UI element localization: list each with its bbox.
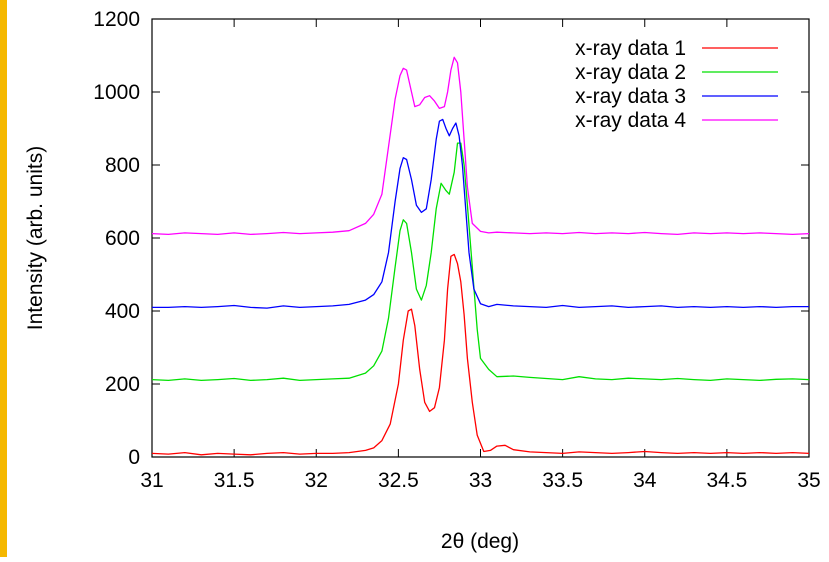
y-tick-label: 200 [105, 373, 140, 396]
x-tick-label: 31 [140, 469, 163, 492]
x-tick-label: 35 [797, 469, 820, 492]
x-axis-label: 2θ (deg) [441, 530, 519, 553]
left-accent-strip [0, 0, 7, 557]
legend-label: x-ray data 3 [575, 85, 686, 108]
x-tick-label: 34 [633, 469, 657, 492]
y-tick-label: 1200 [93, 8, 140, 31]
series-line-3 [152, 118, 809, 309]
y-tick-label: 800 [105, 154, 140, 177]
series-layer [151, 56, 810, 456]
series-line-1 [151, 253, 810, 456]
y-tick-label: 0 [128, 446, 140, 469]
x-tick-label: 34.5 [706, 469, 747, 492]
y-tick-label: 600 [105, 227, 140, 250]
legend-label: x-ray data 2 [575, 61, 686, 84]
x-tick-label: 33.5 [542, 469, 583, 492]
x-tick-label: 33 [469, 469, 492, 492]
legend-label: x-ray data 4 [575, 109, 686, 132]
x-tick-label: 32 [305, 469, 328, 492]
legend-label: x-ray data 1 [575, 37, 686, 60]
x-tick-label: 32.5 [378, 469, 419, 492]
axis-ticks: 31 31.5 32 32.5 33 33.5 34 34.5 35 0 200 400 600 800 1… [93, 8, 820, 492]
y-tick-label: 400 [105, 300, 140, 323]
y-axis-label: Intensity (arb. units) [24, 146, 47, 330]
legend: x-ray data 1x-ray data 2x-ray data 3x-ra… [575, 37, 778, 132]
series-line-2 [151, 142, 810, 382]
y-tick-label: 1000 [93, 81, 140, 104]
x-tick-label: 31.5 [214, 469, 255, 492]
plot-area-frame [151, 18, 810, 458]
series-line-4 [151, 56, 810, 236]
